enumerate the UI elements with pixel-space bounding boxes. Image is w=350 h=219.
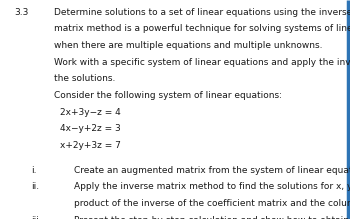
Text: iii.: iii. [32, 216, 42, 219]
Text: Apply the inverse matrix method to find the solutions for x, y, and z by calcula: Apply the inverse matrix method to find … [74, 182, 350, 191]
Text: ii.: ii. [32, 182, 40, 191]
Text: 4x−y+2z = 3: 4x−y+2z = 3 [60, 124, 120, 133]
Text: product of the inverse of the coefficient matrix and the column vector of consta: product of the inverse of the coefficien… [74, 199, 350, 208]
Text: matrix method is a powerful technique for solving systems of linear equations, e: matrix method is a powerful technique fo… [54, 24, 350, 33]
Text: Create an augmented matrix from the system of linear equations.: Create an augmented matrix from the syst… [74, 166, 350, 175]
Text: Present the step-by-step calculation and show how to obtain the solution vector.: Present the step-by-step calculation and… [74, 216, 350, 219]
Text: Determine solutions to a set of linear equations using the inverse matrix method: Determine solutions to a set of linear e… [54, 8, 350, 17]
Text: 2x+3y−z = 4: 2x+3y−z = 4 [60, 108, 120, 117]
Text: when there are multiple equations and multiple unknowns.: when there are multiple equations and mu… [54, 41, 323, 50]
Text: the solutions.: the solutions. [54, 74, 116, 83]
Text: x+2y+3z = 7: x+2y+3z = 7 [60, 141, 120, 150]
Text: i.: i. [32, 166, 37, 175]
Text: Consider the following system of linear equations:: Consider the following system of linear … [54, 91, 282, 100]
Text: 3.3: 3.3 [14, 8, 28, 17]
Text: Work with a specific system of linear equations and apply the inverse matrix met: Work with a specific system of linear eq… [54, 58, 350, 67]
